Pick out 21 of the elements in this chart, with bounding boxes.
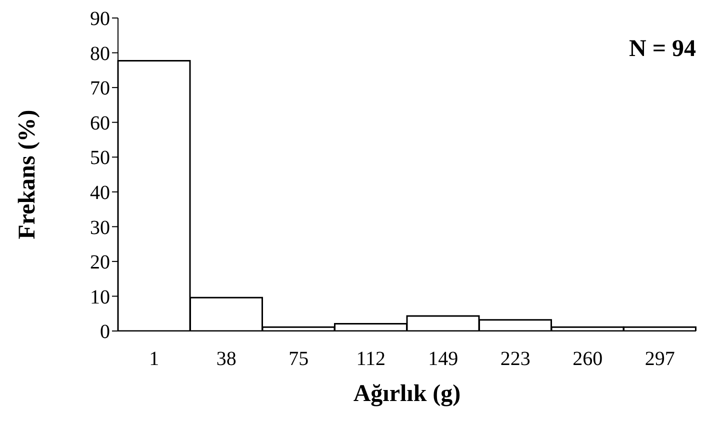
y-tick-label: 90 [90,8,110,30]
y-axis-title: Frekans (%) [14,110,41,240]
y-tick-label: 20 [90,252,110,274]
x-tick-label: 223 [500,348,530,370]
x-tick-label: 75 [288,348,309,370]
y-tick-label: 0 [100,321,110,344]
annotation: N = 94 [628,36,696,63]
y-tick-label: 40 [90,182,110,204]
y-tick-label: 10 [90,286,110,308]
x-tick-label: 112 [356,348,386,370]
y-tick-label: 80 [90,42,110,65]
x-tick-label: 297 [644,348,675,370]
x-tick-label: 149 [428,348,458,370]
y-tick-label: 60 [90,112,110,134]
x-tick-label: 1 [149,348,160,370]
y-tick-label: 30 [90,216,110,239]
x-axis-title: Ağırlık (g) [353,381,461,407]
x-tick-label: 38 [216,348,236,370]
y-tick-label: 70 [90,78,110,100]
x-tick-label: 260 [572,348,603,370]
y-tick-label: 50 [90,147,110,170]
